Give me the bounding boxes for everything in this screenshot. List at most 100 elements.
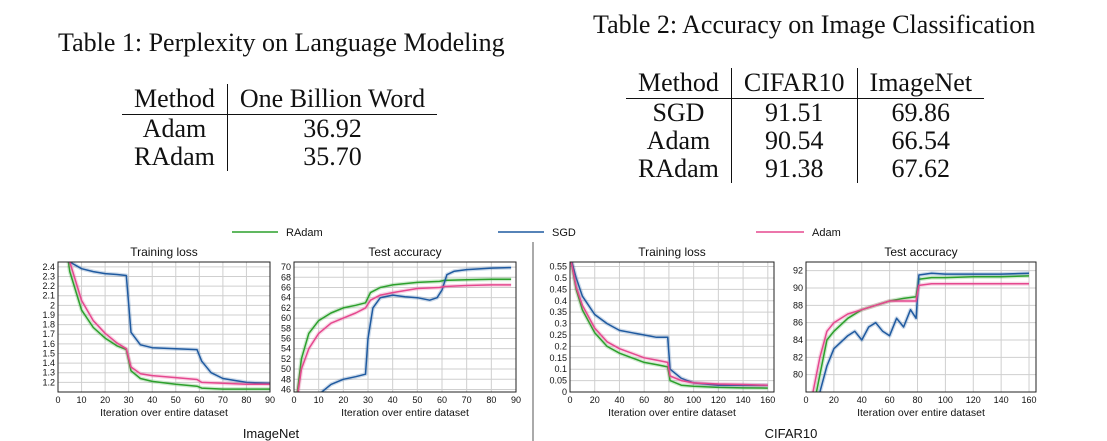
x-tick-label: 100 [938,395,953,405]
plot-title: Test accuracy [884,245,957,259]
series-line-sgd [320,266,512,392]
x-tick-label: 10 [77,395,87,405]
y-tick-label: 2.4 [42,262,55,272]
y-tick-label: 0.2 [554,341,567,351]
x-tick-label: 70 [218,395,228,405]
chart-panel: 0 20 40 60 80 100 120 140 160 00.05 0.10.15 0.20.25… [549,245,775,419]
y-tick-label: 90 [793,283,803,293]
y-tick-label: 56 [281,333,291,343]
x-tick-label: 0 [803,395,808,405]
legend: RAdam SGD Adam [232,227,841,239]
series-line-adam-band [296,282,512,392]
group-label-imagenet: ImageNet [243,426,300,441]
x-tick-label: 40 [614,395,624,405]
series-line-sgd [819,272,1030,392]
x-tick-label: 80 [486,395,496,405]
table1-cell: 35.70 [303,142,362,171]
table1-header-method: Method [122,84,228,115]
plot-title: Training loss [130,245,198,259]
table2-cell: 91.51 [731,98,858,127]
x-tick-label: 60 [194,395,204,405]
plot-title: Training loss [638,245,706,259]
x-axis-label: Iteration over entire dataset [857,407,985,419]
table-row: Adam 90.54 66.54 [626,127,984,155]
y-tick-label: 66 [281,282,291,292]
x-axis-label: Iteration over entire dataset [100,407,228,419]
table1-cell: 36.92 [303,114,362,143]
y-tick-label: 1.5 [42,348,55,358]
y-tick-label: 1.9 [42,310,55,320]
table2-cell: SGD [626,98,732,127]
y-tick-label: 0.4 [554,296,567,306]
series-line-adam [570,262,768,386]
y-tick-label: 2.3 [42,271,55,281]
plot-frame [57,261,271,393]
table2-header-method: Method [626,68,732,99]
y-tick-label: 64 [281,293,291,303]
table2-header-imagenet: ImageNet [857,68,985,99]
y-tick-label: 80 [793,370,803,380]
x-tick-label: 20 [100,395,110,405]
y-tick-label: 1.7 [42,329,55,339]
y-tick-label: 1.3 [42,368,55,378]
x-tick-label: 10 [314,395,324,405]
series-line-radam [570,262,768,389]
y-tick-label: 2 [50,300,55,310]
x-tick-label: 0 [55,395,60,405]
legend-label-adam: Adam [812,227,841,239]
x-tick-label: 60 [639,395,649,405]
x-axis-label: Iteration over entire dataset [608,407,736,419]
x-tick-label: 100 [686,395,701,405]
x-tick-label: 140 [994,395,1009,405]
y-tick-label: 0.05 [549,376,567,386]
y-tick-label: 1.6 [42,339,55,349]
y-tick-label: 82 [793,352,803,362]
x-tick-label: 60 [437,395,447,405]
y-tick-label: 1.2 [42,377,55,387]
series-line-adam [812,282,1029,392]
series-line-sgd [69,262,270,385]
x-tick-label: 120 [711,395,726,405]
x-tick-label: 70 [462,395,472,405]
table1: Method One Billion Word Adam 36.92 RAdam… [122,84,438,171]
table-row: RAdam 91.38 67.62 [626,155,984,183]
plot-frame [293,261,517,393]
y-tick-label: 60 [281,313,291,323]
x-tick-label: 0 [291,395,296,405]
y-tick-label: 52 [281,354,291,364]
table-row: SGD 91.51 69.86 [626,98,984,127]
series-line-radam-band [295,277,512,392]
y-tick-label: 0.5 [554,273,567,283]
y-tick-label: 88 [793,300,803,310]
y-tick-label: 0.55 [549,262,567,272]
table2-caption: Table 2: Accuracy on Image Classificatio… [593,10,1036,39]
y-tick-label: 2.1 [42,291,55,301]
x-tick-label: 160 [760,395,775,405]
table1-cell: Adam [122,114,228,143]
table2-cell: Adam [626,127,732,155]
series-line-adam [69,262,270,386]
y-tick-label: 1.8 [42,320,55,330]
table-row: Adam 36.92 [122,114,437,143]
legend-label-sgd: SGD [552,227,576,239]
y-tick-label: 68 [281,272,291,282]
x-tick-label: 40 [147,395,157,405]
y-tick-label: 0.3 [554,319,567,329]
plot-frame [805,261,1037,393]
y-tick-label: 84 [793,335,803,345]
y-tick-label: 0 [562,387,567,397]
x-tick-label: 80 [241,395,251,405]
y-tick-label: 50 [281,364,291,374]
y-tick-label: 0.35 [549,307,567,317]
y-tick-label: 86 [793,318,803,328]
table2-cell: 66.54 [891,126,951,155]
y-tick-label: 48 [281,374,291,384]
x-tick-label: 20 [590,395,600,405]
x-tick-label: 20 [829,395,839,405]
x-tick-label: 90 [265,395,275,405]
y-tick-label: 1.4 [42,358,55,368]
y-tick-label: 2.2 [42,281,55,291]
x-tick-label: 0 [567,395,572,405]
plot-title: Test accuracy [368,245,441,259]
training-curves-figure: RAdam SGD Adam 0 10 20 30 40 50 60 70 80 901.21.3… [42,227,1037,441]
